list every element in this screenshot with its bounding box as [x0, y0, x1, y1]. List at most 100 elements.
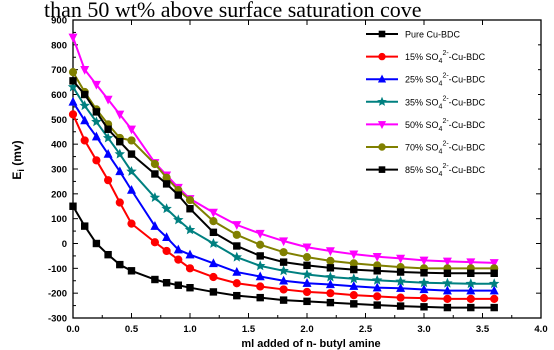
- x-axis-ticks: 0.0 0.5 1.0 1.5 2.0 2.5 3.0 3.5 4.0: [66, 20, 548, 335]
- y-axis-label-subscript: i: [16, 169, 26, 172]
- data-point: [162, 279, 171, 287]
- data-point: [232, 221, 242, 230]
- legend-label-superscript: 2-: [442, 50, 449, 57]
- legend-item: 70% SO42--Cu-BDC: [366, 141, 486, 156]
- data-point: [256, 240, 265, 249]
- legend-item: 50% SO42--Cu-BDC: [366, 118, 486, 133]
- data-point: [396, 293, 405, 302]
- data-point: [208, 258, 218, 268]
- data-point: [116, 260, 124, 269]
- y-tick-label: 400: [51, 140, 67, 151]
- data-point: [174, 191, 182, 199]
- data-point: [418, 277, 430, 288]
- x-tick-label: 4.0: [534, 324, 547, 335]
- data-point: [91, 116, 102, 127]
- legend-label: 25% SO42--Cu-BDC: [405, 73, 486, 88]
- legend-label-subscript: 4: [439, 149, 443, 156]
- data-point: [443, 303, 452, 312]
- y-axis-label-unit: (mv): [10, 140, 24, 169]
- y-tick-label: 600: [51, 90, 67, 101]
- data-point: [174, 281, 182, 289]
- data-point: [279, 296, 288, 304]
- data-point: [173, 244, 183, 254]
- data-point: [254, 260, 266, 271]
- data-point: [127, 136, 136, 145]
- data-point: [68, 96, 78, 106]
- data-point: [127, 125, 136, 135]
- legend-label-rest: -Cu-BDC: [449, 165, 486, 175]
- series-7: [69, 77, 498, 277]
- legend-label-subscript: 4: [439, 81, 443, 88]
- data-point: [256, 293, 264, 302]
- x-tick-label: 0.5: [125, 324, 139, 335]
- data-point: [127, 150, 136, 158]
- legend-label-main: 70% SO: [405, 143, 439, 153]
- legend-label-rest: -Cu-BDC: [449, 52, 486, 62]
- data-point: [185, 195, 195, 205]
- data-point: [349, 291, 358, 300]
- data-point: [371, 274, 383, 285]
- data-point: [420, 303, 428, 311]
- data-point: [325, 271, 336, 282]
- legend-item: Pure Cu-BDC: [366, 30, 461, 40]
- legend-label-rest: -Cu-BDC: [449, 120, 486, 130]
- data-point: [350, 265, 358, 274]
- series-4: [67, 81, 500, 289]
- series-2: [68, 110, 499, 303]
- data-point: [279, 248, 288, 257]
- data-point: [232, 230, 241, 239]
- data-point: [116, 137, 124, 146]
- data-point: [103, 176, 113, 185]
- data-point: [490, 303, 498, 312]
- data-point: [378, 52, 386, 61]
- legend-label-main: Pure Cu-BDC: [405, 30, 461, 40]
- data-point: [233, 242, 241, 250]
- x-tick-label: 2.0: [300, 324, 313, 335]
- data-point: [151, 275, 159, 284]
- data-point: [279, 275, 289, 285]
- data-point: [396, 283, 406, 292]
- data-point: [377, 121, 387, 130]
- legend-label: 70% SO42--Cu-BDC: [405, 141, 486, 156]
- data-point: [302, 253, 312, 262]
- data-point: [151, 170, 159, 178]
- data-point: [303, 297, 311, 306]
- data-point: [103, 149, 113, 158]
- data-point: [68, 110, 78, 119]
- data-point: [233, 291, 241, 300]
- legend-label: Pure Cu-BDC: [405, 30, 461, 40]
- data-point: [232, 267, 242, 276]
- y-axis-label-main: E: [10, 172, 24, 180]
- data-point: [161, 203, 172, 214]
- legend-label-superscript: 2-: [442, 118, 449, 125]
- data-point: [419, 294, 429, 303]
- data-point: [350, 300, 358, 308]
- data-point: [91, 80, 101, 90]
- data-point: [466, 285, 476, 295]
- data-point: [378, 30, 386, 38]
- data-point: [490, 269, 498, 277]
- data-point: [127, 185, 136, 194]
- data-point: [395, 276, 406, 286]
- data-point: [325, 247, 335, 257]
- x-tick-label: 0.0: [66, 324, 79, 335]
- data-point: [419, 284, 429, 294]
- data-point: [489, 259, 499, 268]
- x-tick-label: 1.5: [242, 324, 256, 335]
- data-point: [209, 288, 218, 296]
- legend-label-subscript: 4: [439, 126, 443, 133]
- data-point: [396, 302, 405, 310]
- legend-label: 15% SO42--Cu-BDC: [405, 50, 486, 65]
- y-tick-label: -100: [48, 264, 67, 275]
- data-point: [162, 246, 171, 256]
- data-point: [102, 132, 114, 143]
- data-point: [443, 269, 452, 277]
- legend-label-rest: -Cu-BDC: [449, 143, 486, 153]
- data-point: [150, 221, 160, 230]
- data-point: [279, 237, 289, 247]
- data-point: [173, 214, 184, 225]
- data-point: [208, 238, 219, 248]
- legend-label: 35% SO42--Cu-BDC: [405, 95, 486, 110]
- data-point: [104, 125, 112, 133]
